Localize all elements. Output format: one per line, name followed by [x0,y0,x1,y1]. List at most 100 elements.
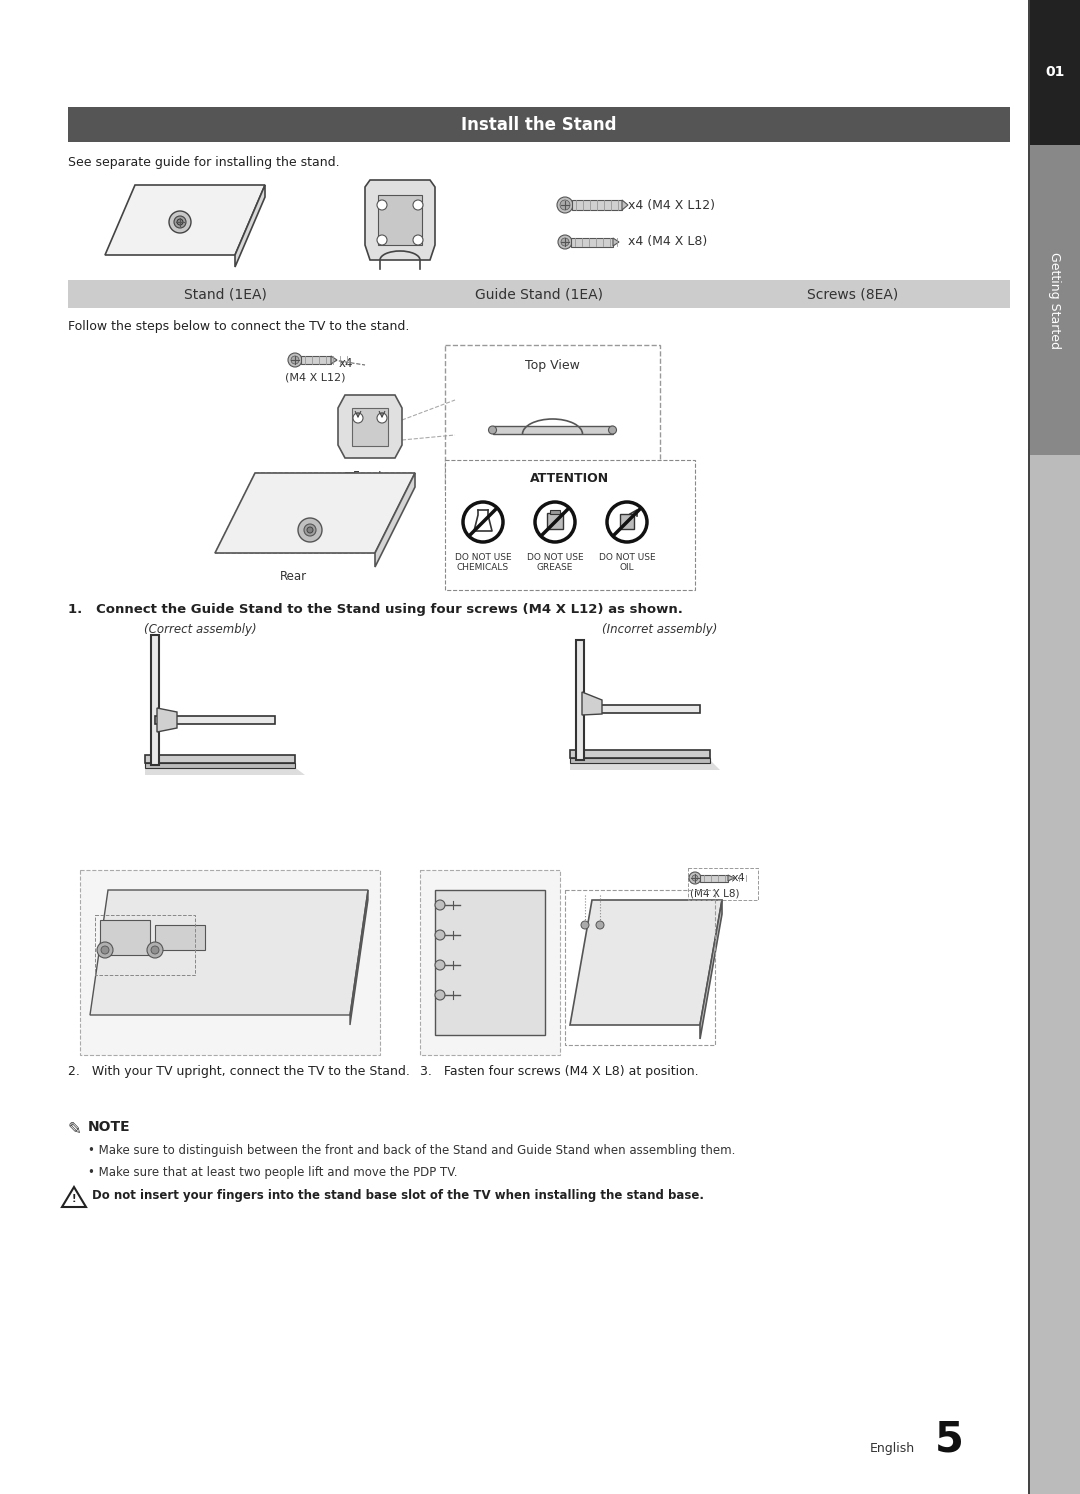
Bar [620,514,634,529]
Circle shape [596,920,604,929]
Text: DO NOT USE
GREASE: DO NOT USE GREASE [527,553,583,572]
Polygon shape [330,356,337,365]
Circle shape [288,353,302,368]
Bar [156,925,205,950]
Circle shape [488,426,497,433]
Circle shape [413,200,423,211]
Bar [546,512,563,529]
Text: Getting Started: Getting Started [1049,251,1062,348]
Circle shape [177,220,183,226]
Text: Rear: Rear [280,571,307,583]
Circle shape [377,412,387,423]
Polygon shape [235,185,265,267]
Polygon shape [105,185,265,255]
Text: ATTENTION: ATTENTION [530,472,609,486]
Polygon shape [570,754,720,769]
Bar [145,763,295,768]
Polygon shape [350,890,368,1025]
Polygon shape [622,200,627,211]
Circle shape [147,943,163,958]
Circle shape [435,899,445,910]
Text: x4 (M4 X L12): x4 (M4 X L12) [627,199,715,212]
Polygon shape [700,899,723,1038]
Circle shape [377,235,387,245]
Bar [688,868,758,899]
Circle shape [558,235,572,249]
Bar [445,345,660,490]
Text: NOTE: NOTE [87,1120,131,1134]
Circle shape [435,961,445,970]
Bar [1028,0,1030,1494]
Text: • Make sure that at least two people lift and move the PDP TV.: • Make sure that at least two people lif… [87,1165,458,1179]
Text: (M4 X L12): (M4 X L12) [285,372,346,382]
Text: Follow the steps below to connect the TV to the stand.: Follow the steps below to connect the TV… [68,320,409,333]
Bar [435,890,545,1035]
Text: Top View: Top View [525,359,580,372]
Circle shape [463,502,503,542]
Polygon shape [90,890,368,1014]
Bar [156,716,275,725]
Circle shape [97,943,113,958]
Text: (Incorret assembly): (Incorret assembly) [603,623,718,636]
Bar [570,750,710,757]
Circle shape [353,412,363,423]
Text: 1.   Connect the Guide Stand to the Stand using four screws (M4 X L12) as shown.: 1. Connect the Guide Stand to the Stand … [68,604,683,616]
Text: (Correct assembly): (Correct assembly) [144,623,256,636]
Bar [700,875,728,881]
Circle shape [102,946,109,955]
Circle shape [692,875,698,881]
Text: !: ! [71,1194,77,1204]
Text: DO NOT USE
CHEMICALS: DO NOT USE CHEMICALS [455,553,511,572]
Text: Stand (1EA): Stand (1EA) [184,287,267,300]
Text: DO NOT USE
OIL: DO NOT USE OIL [598,553,656,572]
Bar [570,757,710,763]
Circle shape [377,200,387,211]
Text: 5: 5 [935,1418,963,1460]
Circle shape [561,238,569,247]
Text: Do not insert your fingers into the stand base slot of the TV when installing th: Do not insert your fingers into the stan… [92,1189,704,1203]
Circle shape [581,920,589,929]
Text: (M4 X L8): (M4 X L8) [690,887,740,898]
Text: English: English [870,1442,915,1455]
Circle shape [298,518,322,542]
Text: Guide Stand (1EA): Guide Stand (1EA) [475,287,603,300]
Text: ▼Front: ▼Front [345,471,383,483]
Circle shape [291,356,299,365]
Polygon shape [613,238,619,247]
Polygon shape [582,692,602,716]
Circle shape [303,524,316,536]
Bar [576,639,584,760]
Bar [151,635,159,765]
Circle shape [608,426,617,433]
Bar [445,460,696,590]
Circle shape [557,197,573,214]
Bar [550,509,561,514]
Bar [301,356,330,365]
Bar [600,705,700,713]
Text: x4: x4 [732,872,746,883]
Bar [100,920,150,955]
Circle shape [174,217,186,229]
Polygon shape [375,474,415,568]
Bar [378,196,422,245]
Text: • Make sure to distinguish between the front and back of the Stand and Guide Sta: • Make sure to distinguish between the f… [87,1144,735,1156]
Circle shape [168,211,191,233]
Polygon shape [365,179,435,260]
Polygon shape [145,760,305,775]
Text: Install the Stand: Install the Stand [461,115,617,133]
Text: ✎: ✎ [68,1120,82,1138]
Polygon shape [215,474,415,553]
Text: Screws (8EA): Screws (8EA) [808,287,899,300]
Bar [68,108,1010,142]
Bar [1030,0,1080,145]
Bar [420,870,561,1055]
Bar [572,200,622,211]
Bar [1030,456,1080,1494]
Polygon shape [728,875,734,881]
Text: x4: x4 [339,357,353,371]
Text: 3.   Fasten four screws (M4 X L8) at position.: 3. Fasten four screws (M4 X L8) at posit… [420,1065,699,1079]
Polygon shape [570,899,723,1025]
Bar [145,754,295,763]
Bar [1030,145,1080,456]
Circle shape [413,235,423,245]
